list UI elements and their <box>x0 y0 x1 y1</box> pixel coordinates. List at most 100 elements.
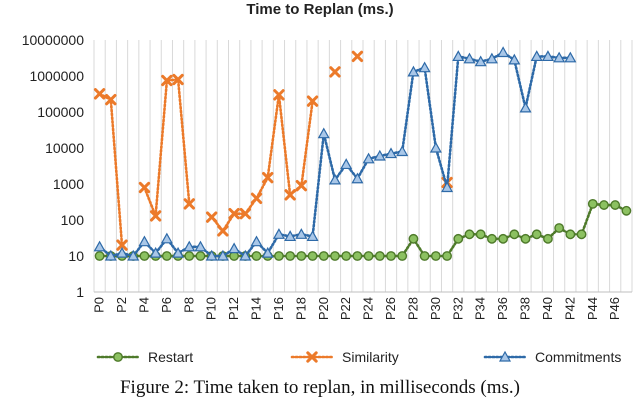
restart-point <box>352 251 363 261</box>
restart-point <box>94 251 105 261</box>
x-tick-label: P2 <box>114 297 129 313</box>
restart-point <box>330 251 340 261</box>
x-tick-label: P20 <box>316 297 331 320</box>
x-tick-label: P46 <box>607 297 622 320</box>
similarity-series <box>93 50 453 251</box>
x-tick-label: P14 <box>249 297 264 320</box>
restart-point <box>419 251 430 261</box>
commitments-point <box>373 149 386 161</box>
similarity-point <box>172 73 184 86</box>
commitments-point <box>463 52 476 64</box>
commitments-point <box>452 50 465 62</box>
restart-series <box>94 199 632 261</box>
restart-point <box>610 200 621 210</box>
restart-point <box>307 251 318 261</box>
similarity-point <box>351 50 364 63</box>
commitments-point <box>239 249 252 261</box>
commitments-point <box>228 242 241 254</box>
y-tick-label: 10 <box>68 248 84 264</box>
legend-marker <box>498 350 512 362</box>
commitments-point <box>127 249 140 261</box>
similarity-point <box>217 225 229 237</box>
restart-point <box>520 233 531 244</box>
legend-item-commitments: Commitments <box>483 349 621 365</box>
commitments-point <box>385 147 398 159</box>
commitments-point <box>104 249 117 261</box>
chart-title: Time to Replan (ms.) <box>246 1 393 18</box>
restart-point <box>498 233 509 244</box>
commitments-point <box>205 249 218 261</box>
similarity-point <box>262 171 274 184</box>
commitments-point <box>564 51 577 63</box>
commitments-point <box>172 246 185 258</box>
commitments-point <box>284 230 297 242</box>
restart-point <box>621 205 632 216</box>
y-tick-label: 10000 <box>45 140 84 156</box>
similarity-point <box>329 66 341 78</box>
x-tick-label: P8 <box>181 297 196 313</box>
legend: Restart Similarity Commitments <box>96 349 621 365</box>
commitments-point <box>183 240 196 252</box>
series-layer <box>93 46 632 261</box>
commitments-point <box>396 145 409 157</box>
commitments-point <box>317 127 330 139</box>
x-tick-label: P34 <box>473 297 488 320</box>
restart-point <box>386 251 396 261</box>
restart-point <box>318 251 329 261</box>
y-tick-label: 1 <box>76 284 84 300</box>
time-to-replan-chart: Time to Replan (ms.) 1 10 100 1000 10000 1000… <box>22 1 633 365</box>
x-tick-label: P26 <box>383 297 398 320</box>
restart-point <box>587 199 598 209</box>
y-tick-label: 10000000 <box>22 32 85 48</box>
commitments-point <box>261 246 274 258</box>
similarity-point <box>116 239 128 251</box>
commitments-point <box>497 46 510 58</box>
restart-point <box>531 229 542 240</box>
restart-point <box>161 251 172 261</box>
x-tick-label: P30 <box>428 297 443 320</box>
x-tick-label: P28 <box>405 297 420 320</box>
x-tick-label: P44 <box>585 297 600 320</box>
y-axis: 1 10 100 1000 10000 100000 1000000 10000000 <box>22 32 85 300</box>
legend-marker <box>306 351 318 363</box>
commitments-point <box>160 232 173 244</box>
similarity-point <box>149 210 162 222</box>
x-tick-label: P4 <box>136 297 151 313</box>
y-tick-label: 1000000 <box>29 68 84 84</box>
restart-point <box>195 251 206 261</box>
commitments-point <box>530 50 543 62</box>
restart-point <box>442 251 452 261</box>
restart-point <box>296 251 307 261</box>
legend-label: Restart <box>148 349 193 365</box>
restart-point <box>599 200 609 210</box>
commitments-point <box>328 173 341 185</box>
commitments-point <box>508 53 521 65</box>
commitments-point <box>362 152 375 164</box>
similarity-point <box>239 207 252 220</box>
restart-point <box>363 251 374 261</box>
restart-point <box>464 229 475 240</box>
legend-label: Similarity <box>342 349 399 365</box>
similarity-point <box>250 192 263 205</box>
restart-point <box>475 229 486 240</box>
x-tick-label: P18 <box>293 297 308 320</box>
similarity-point <box>105 93 117 106</box>
x-tick-label: P24 <box>361 297 376 320</box>
similarity-point <box>228 207 240 220</box>
commitments-point <box>340 158 353 170</box>
restart-point <box>509 229 520 240</box>
commitments-point <box>295 228 308 239</box>
restart-point <box>184 251 195 261</box>
restart-point <box>251 251 262 261</box>
figure-caption: Figure 2: Time taken to replan, in milli… <box>119 377 521 398</box>
x-tick-label: P42 <box>562 297 577 320</box>
restart-point <box>397 251 408 261</box>
restart-point <box>554 223 565 233</box>
commitments-point <box>149 246 162 258</box>
commitments-point <box>441 181 454 193</box>
x-tick-label: P22 <box>338 297 353 320</box>
y-tick-label: 1000 <box>53 176 84 192</box>
similarity-point <box>183 198 195 210</box>
commitments-series <box>93 46 577 261</box>
commitments-point <box>272 228 285 239</box>
